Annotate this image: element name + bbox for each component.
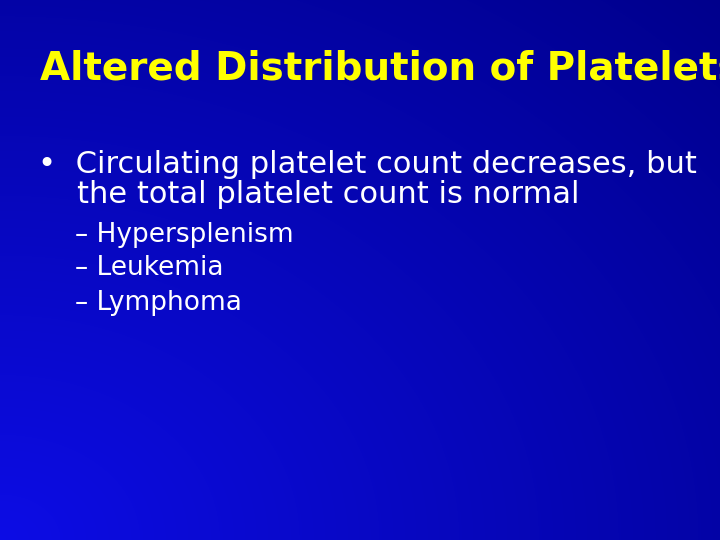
Text: •  Circulating platelet count decreases, but: • Circulating platelet count decreases, … xyxy=(38,150,697,179)
Text: – Leukemia: – Leukemia xyxy=(75,255,223,281)
Text: the total platelet count is normal: the total platelet count is normal xyxy=(38,180,580,209)
Text: Altered Distribution of Platelets: Altered Distribution of Platelets xyxy=(40,50,720,88)
Text: – Hypersplenism: – Hypersplenism xyxy=(75,222,294,248)
Text: – Lymphoma: – Lymphoma xyxy=(75,290,242,316)
